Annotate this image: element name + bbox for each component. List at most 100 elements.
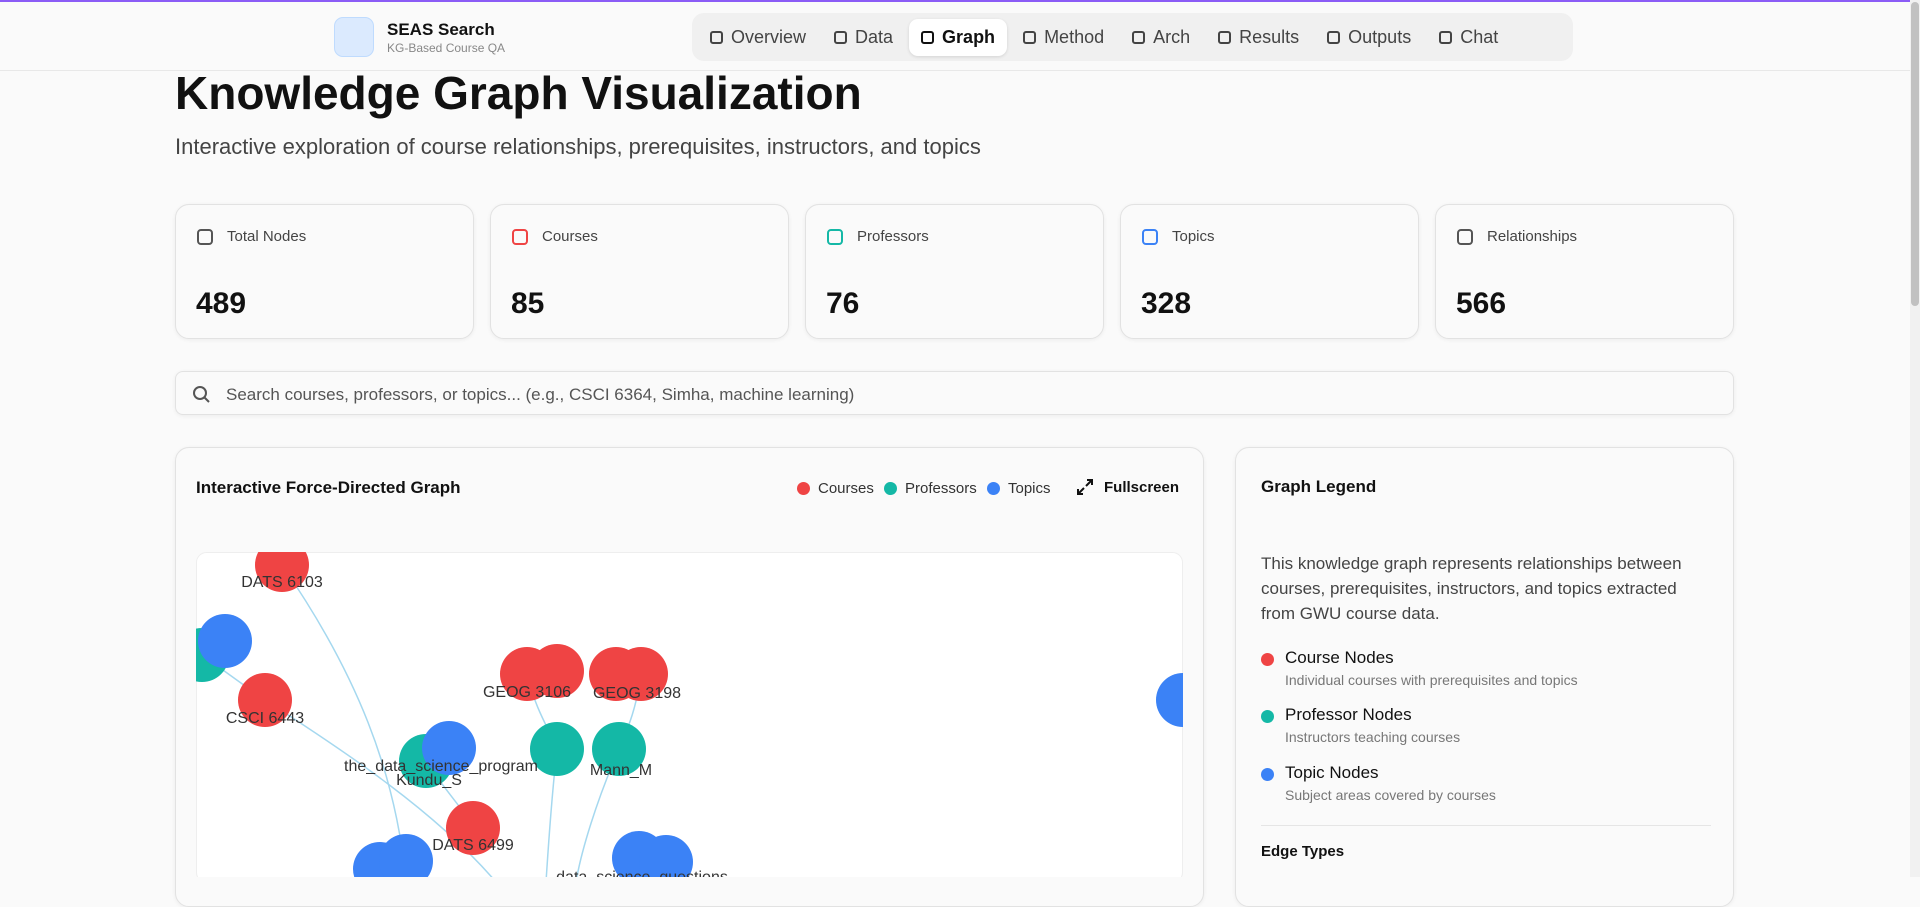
graph-node[interactable] [446,801,500,855]
node-label: Mann_M [590,762,652,779]
edge-types-title: Edge Types [1261,843,1345,860]
stat-value: 85 [511,287,545,320]
node-label: DATS 6499 [432,837,514,854]
graph-node[interactable] [530,644,584,698]
legend-label: Professors [905,480,977,497]
search-box[interactable]: Search courses, professors, or topics...… [175,371,1734,415]
nav-icon [1439,30,1453,44]
nav-label: Data [855,26,894,47]
stat-card: Relationships 566 [1435,204,1734,339]
stat-value: 489 [196,287,247,320]
legend-professors: Professors [884,480,977,497]
stat-card: Professors 76 [805,204,1104,339]
stat-icon [827,229,843,245]
graph-title: Interactive Force-Directed Graph [196,478,461,497]
scroll-thumb[interactable] [1911,2,1919,306]
tagline: KG-Based Course QA [387,41,506,55]
stat-label: Professors [857,228,929,245]
stat-value: 76 [826,287,860,320]
stat-card: Courses 85 [490,204,789,339]
nav-icon [710,30,723,44]
nav: Overview Data Graph Method Arch Results Output… [692,13,1573,61]
nav-label: Chat [1460,26,1499,47]
stat-label: Topics [1172,228,1215,245]
legend-description: This knowledge graph represents relation… [1261,554,1682,623]
legend-card [1235,447,1734,907]
nav-item[interactable]: Outputs [1315,19,1423,56]
node-label: GEOG 3198 [593,685,681,702]
legend-topics: Topics [987,480,1051,497]
nav-item[interactable]: Method [1011,19,1116,56]
stat-label: Relationships [1487,228,1578,245]
stat-card: Total Nodes 489 [175,204,474,339]
nav-item[interactable]: Arch [1120,19,1202,56]
stat-label: Total Nodes [227,228,307,245]
page-subtitle: Interactive exploration of course relati… [175,134,981,159]
nav-item[interactable]: Data [822,19,905,56]
graph-node[interactable] [238,673,292,727]
node-label: DATS 6103 [241,574,323,591]
graph-node[interactable] [379,834,433,877]
nav-icon [921,30,935,44]
graph-node[interactable] [198,614,252,668]
logo[interactable] [334,17,374,57]
stat-label: Courses [542,228,598,245]
fullscreen-button[interactable]: Fullscreen [1076,478,1179,496]
stat-icon [197,229,213,245]
stat-icon [1457,229,1473,245]
stat-value: 328 [1141,287,1192,320]
node-label: Kundu_S [396,772,462,789]
stat-icon [1142,229,1158,245]
legend-courses: Courses [797,480,874,497]
graph-node[interactable] [1156,673,1183,727]
graph-node[interactable] [639,835,693,877]
search-placeholder: Search courses, professors, or topics...… [226,385,855,404]
nav-label: Overview [731,26,807,47]
item-name: Topic Nodes [1285,763,1379,782]
nav-icon [1023,30,1037,44]
nav-label: Method [1044,26,1105,47]
nav-item[interactable]: Chat [1427,19,1510,56]
nav-label: Results [1239,26,1300,47]
legend-title: Graph Legend [1261,477,1377,496]
node-label: data_science_questions [556,869,728,877]
nav-label: Graph [942,26,996,47]
legend-label: Courses [818,480,874,497]
nav-label: Arch [1153,26,1191,47]
graph-node[interactable] [592,722,646,776]
item-name: Professor Nodes [1285,705,1412,724]
nav-icon [1327,30,1341,44]
nav-item[interactable]: Overview [698,19,818,56]
nav-item[interactable]: Results [1206,19,1311,56]
nav-icon [1218,30,1232,44]
graph-node[interactable] [255,552,309,592]
graph-canvas[interactable]: DATS 6103 CSCI 6443 GEOG 3106 GEOG 3198 the_… [196,552,1183,877]
divider [1261,825,1711,826]
fullscreen-label: Fullscreen [1104,478,1180,496]
stat-value: 566 [1456,287,1507,320]
item-name: Course Nodes [1285,648,1394,667]
graph-node[interactable] [530,722,584,776]
item-desc: Instructors teaching courses [1285,729,1461,745]
brand[interactable]: SEAS Search [387,20,495,39]
nav-label: Outputs [1348,26,1412,47]
node-label: GEOG 3106 [483,684,571,701]
item-desc: Individual courses with prerequisites an… [1285,672,1578,688]
fullscreen-icon [1077,479,1093,495]
item-desc: Subject areas covered by courses [1285,787,1496,803]
node-label: CSCI 6443 [226,710,304,727]
stat-icon [512,229,528,245]
nav-icon [1132,30,1146,44]
scrollbar[interactable] [1910,0,1920,877]
stat-card: Topics 328 [1120,204,1419,339]
legend-label: Topics [1008,480,1051,497]
nav-item[interactable]: Graph [909,18,1008,56]
page-title: Knowledge Graph Visualization [175,67,862,119]
node-label: the_data_science_program [344,758,538,775]
search-icon [193,386,210,403]
graph-node[interactable] [614,647,668,701]
graph-node[interactable] [422,721,476,775]
nav-icon [834,30,848,44]
